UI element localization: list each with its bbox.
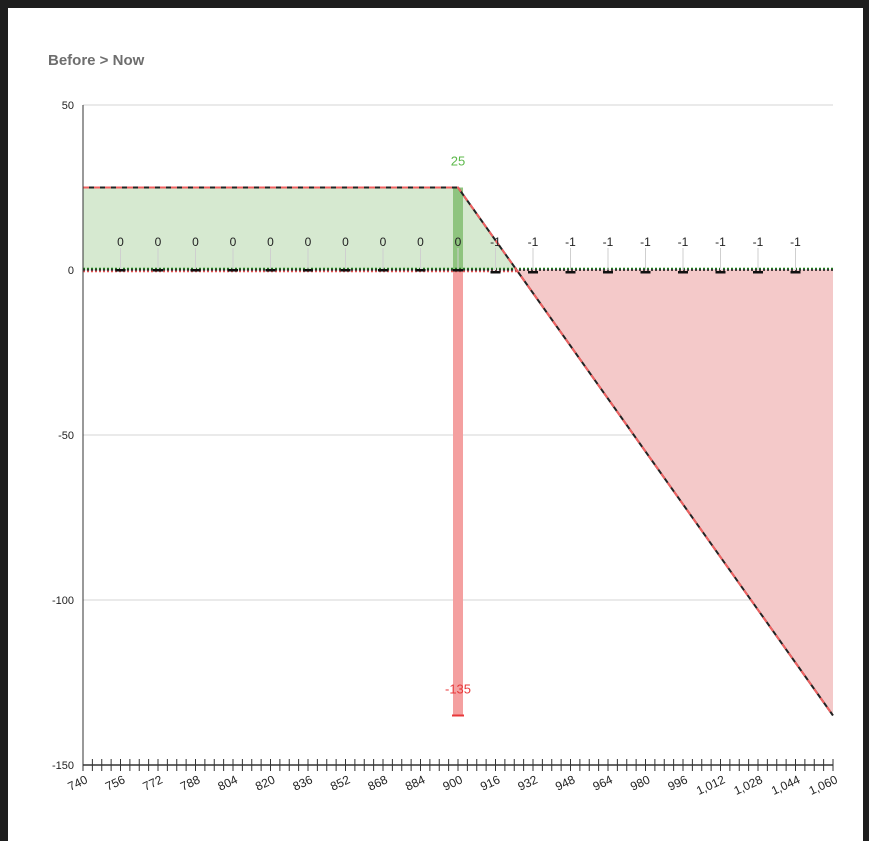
x-tick-label: 868 [366, 772, 390, 793]
point-label: -1 [640, 235, 651, 249]
point-label: 0 [380, 235, 387, 249]
point-label: 0 [155, 235, 162, 249]
x-tick-label: 1,012 [694, 772, 727, 798]
point-marker [453, 269, 463, 272]
point-marker [753, 271, 763, 274]
point-marker [228, 269, 238, 272]
marker-profit-bar [453, 187, 463, 270]
point-marker [265, 269, 276, 272]
x-tick-label: 932 [516, 772, 540, 793]
point-marker [303, 269, 313, 272]
x-tick-label: 852 [328, 772, 352, 793]
x-tick-label: 1,044 [769, 772, 802, 798]
y-tick-label: 50 [62, 100, 74, 112]
point-marker [790, 271, 801, 274]
y-tick-label: -150 [52, 760, 74, 772]
marker-bottom-label: -135 [445, 682, 471, 697]
x-tick-label: 1,028 [732, 772, 765, 798]
marker-loss-bar [453, 270, 463, 716]
payoff-curve-dash [83, 186, 834, 717]
x-tick-label: 820 [253, 772, 277, 793]
point-marker [490, 271, 501, 274]
x-tick-label: 996 [666, 772, 690, 793]
x-tick-label: 788 [178, 772, 202, 793]
x-tick-label: 804 [216, 772, 240, 793]
point-label: 0 [192, 235, 199, 249]
point-label: 0 [342, 235, 349, 249]
point-marker [528, 271, 538, 274]
x-tick-label: 964 [591, 772, 615, 793]
x-tick-label: 740 [66, 772, 90, 793]
point-marker [340, 269, 351, 272]
point-label: 0 [230, 235, 237, 249]
y-tick-label: -50 [58, 430, 74, 442]
x-tick-label: 916 [478, 772, 502, 793]
point-label: -1 [715, 235, 726, 249]
point-marker [415, 269, 426, 272]
marker-top-label: 25 [451, 154, 465, 169]
x-tick-label: 900 [441, 772, 465, 793]
chart-title: Before > Now [48, 52, 145, 69]
point-label: 0 [305, 235, 312, 249]
point-marker [115, 269, 126, 272]
point-label: 0 [267, 235, 274, 249]
point-label: 0 [455, 235, 462, 249]
x-tick-label: 884 [403, 772, 427, 793]
point-marker [715, 271, 726, 274]
point-marker [565, 271, 576, 274]
point-marker [190, 269, 201, 272]
point-label: -1 [753, 235, 764, 249]
x-tick-label: 836 [291, 772, 315, 793]
x-tick-label: 948 [553, 772, 577, 793]
point-label: -1 [790, 235, 801, 249]
point-marker [603, 271, 613, 274]
point-marker [640, 271, 651, 274]
x-tick-label: 980 [628, 772, 652, 793]
point-label: 0 [417, 235, 424, 249]
point-label: -1 [565, 235, 576, 249]
point-label: -1 [490, 235, 501, 249]
profit-area [83, 187, 517, 270]
point-label: -1 [678, 235, 689, 249]
x-tick-label: 756 [103, 772, 127, 793]
point-label: -1 [528, 235, 539, 249]
point-marker [153, 269, 163, 272]
point-marker [378, 269, 388, 272]
point-label: 0 [117, 235, 124, 249]
x-tick-label: 1,060 [807, 772, 840, 798]
point-marker [678, 271, 688, 274]
y-tick-label: 0 [68, 265, 74, 277]
x-tick-label: 772 [141, 772, 165, 793]
y-tick-label: -100 [52, 595, 74, 607]
point-label: -1 [603, 235, 614, 249]
